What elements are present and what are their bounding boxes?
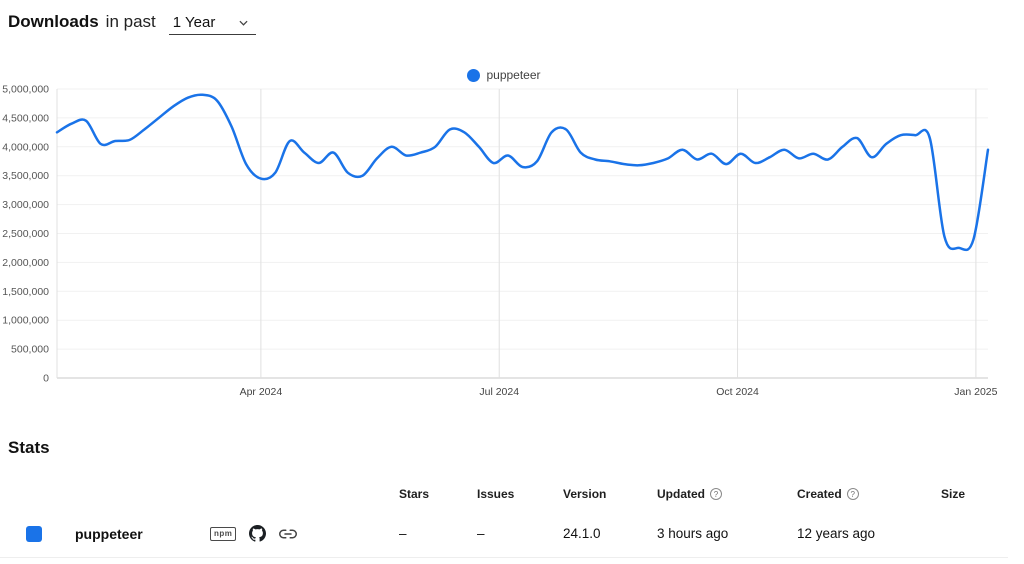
github-link-icon[interactable]	[249, 525, 267, 542]
svg-text:4,000,000: 4,000,000	[2, 141, 49, 153]
svg-text:4,500,000: 4,500,000	[2, 112, 49, 124]
legend-dot	[467, 68, 481, 82]
package-links: npm	[210, 525, 298, 543]
created-value: 12 years ago	[797, 526, 876, 541]
col-created-label: Created	[797, 487, 842, 501]
period-select-value: 1 Year	[172, 14, 216, 31]
homepage-link-icon[interactable]	[279, 525, 298, 543]
downloads-chart-container: puppeteer 0 500,000 1,000,000 1,500,000 2,00…	[0, 60, 1008, 410]
help-icon[interactable]: ?	[710, 488, 722, 500]
page-title-suffix: in past	[105, 12, 156, 31]
stars-value: –	[399, 526, 407, 541]
chevron-down-icon	[239, 20, 248, 26]
stats-table: Stars Issues Version Updated ? Created ?…	[0, 478, 1008, 558]
stats-header-row: Stars Issues Version Updated ? Created ?…	[0, 478, 1008, 510]
package-color-swatch	[26, 525, 42, 542]
svg-text:Jan 2025: Jan 2025	[954, 386, 997, 398]
svg-text:Oct 2024: Oct 2024	[716, 386, 759, 398]
npm-link-icon[interactable]: npm	[210, 526, 237, 541]
svg-text:Jul 2024: Jul 2024	[479, 386, 519, 398]
version-value: 24.1.0	[563, 526, 601, 541]
package-name: puppeteer	[75, 525, 143, 542]
col-issues: Issues	[477, 487, 515, 501]
updated-value: 3 hours ago	[657, 526, 729, 541]
chart-legend: puppeteer	[0, 68, 1008, 82]
col-created: Created ?	[794, 487, 938, 501]
svg-text:0: 0	[43, 373, 49, 385]
svg-text:2,000,000: 2,000,000	[2, 257, 49, 269]
col-updated-label: Updated	[657, 487, 705, 501]
stats-heading: Stats	[8, 438, 50, 457]
legend-item-puppeteer[interactable]: puppeteer	[467, 68, 541, 82]
downloads-period-header: Downloads in past 1 Year	[8, 12, 257, 35]
svg-text:5,000,000: 5,000,000	[2, 84, 49, 96]
svg-text:500,000: 500,000	[11, 344, 49, 356]
help-icon[interactable]: ?	[846, 488, 859, 500]
issues-value: –	[477, 526, 485, 541]
col-version: Version	[563, 487, 607, 501]
svg-text:3,500,000: 3,500,000	[2, 170, 49, 182]
legend-label: puppeteer	[486, 68, 541, 82]
svg-text:1,000,000: 1,000,000	[2, 315, 49, 327]
svg-text:Apr 2024: Apr 2024	[240, 386, 283, 398]
period-select[interactable]: 1 Year	[168, 14, 257, 35]
svg-text:1,500,000: 1,500,000	[2, 286, 49, 298]
downloads-chart: 0 500,000 1,000,000 1,500,000 2,000,000 2,500…	[2, 84, 997, 399]
col-stars: Stars	[399, 487, 430, 501]
page-title: Downloads	[8, 12, 99, 31]
svg-text:2,500,000: 2,500,000	[2, 228, 49, 240]
col-size: Size	[941, 487, 966, 501]
svg-text:3,000,000: 3,000,000	[2, 199, 49, 211]
package-name-cell: puppeteer npm	[26, 525, 396, 543]
col-updated: Updated ?	[654, 487, 794, 501]
stats-row-puppeteer: puppeteer npm	[0, 510, 1008, 558]
